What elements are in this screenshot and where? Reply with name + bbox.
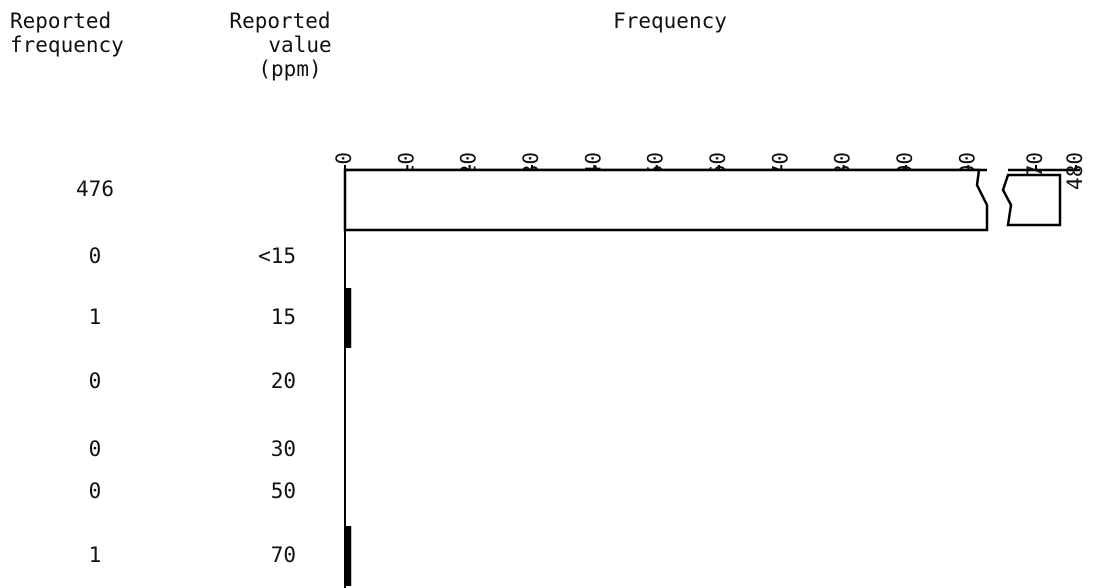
reported-frequency: 0 [89, 437, 102, 461]
reported-frequency: 0 [89, 479, 102, 503]
reported-frequency: 0 [89, 244, 102, 268]
value-header: value [268, 33, 331, 57]
bar [345, 288, 352, 348]
frequency-header: frequency [10, 33, 124, 57]
x-tick-label: 0 [332, 152, 356, 165]
reported-value: 20 [271, 369, 296, 393]
reported-value: 15 [271, 305, 296, 329]
frequency-header: Reported [10, 9, 111, 33]
value-header: Reported [229, 9, 330, 33]
reported-frequency: 1 [89, 543, 102, 567]
reported-value: 50 [271, 479, 296, 503]
chart-title: Frequency [613, 9, 727, 33]
reported-frequency: 1 [89, 305, 102, 329]
reported-value: 70 [271, 543, 296, 567]
bar [345, 526, 352, 586]
reported-value: <15 [258, 244, 296, 268]
value-header: (ppm) [258, 57, 321, 81]
bar [343, 168, 1062, 232]
x-tick-label: 480 [1063, 152, 1087, 190]
reported-value: 30 [271, 437, 296, 461]
reported-frequency: 476 [76, 177, 114, 201]
reported-frequency: 0 [89, 369, 102, 393]
